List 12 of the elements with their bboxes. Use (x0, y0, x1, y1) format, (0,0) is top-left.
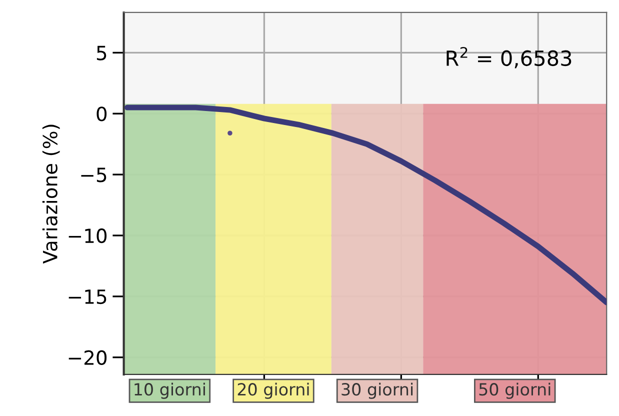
annotation: R$^{2}$ = 0,6583 (446, 46, 572, 68)
y-axis-title: Variazione (%) (42, 124, 60, 264)
text: 50 giorni (479, 382, 550, 399)
text: 30 giorni (342, 382, 413, 399)
y-tick-label: −20 (68, 350, 107, 366)
text: 10 giorni (134, 382, 205, 399)
y-tick-label: −15 (68, 290, 106, 304)
y-tick-label: −10 (68, 228, 107, 244)
y-tick-label: 5 (96, 46, 106, 60)
text: 20 giorni (238, 382, 309, 399)
y-tick-label: 0 (96, 106, 107, 122)
y-tick-label: −5 (81, 168, 106, 182)
